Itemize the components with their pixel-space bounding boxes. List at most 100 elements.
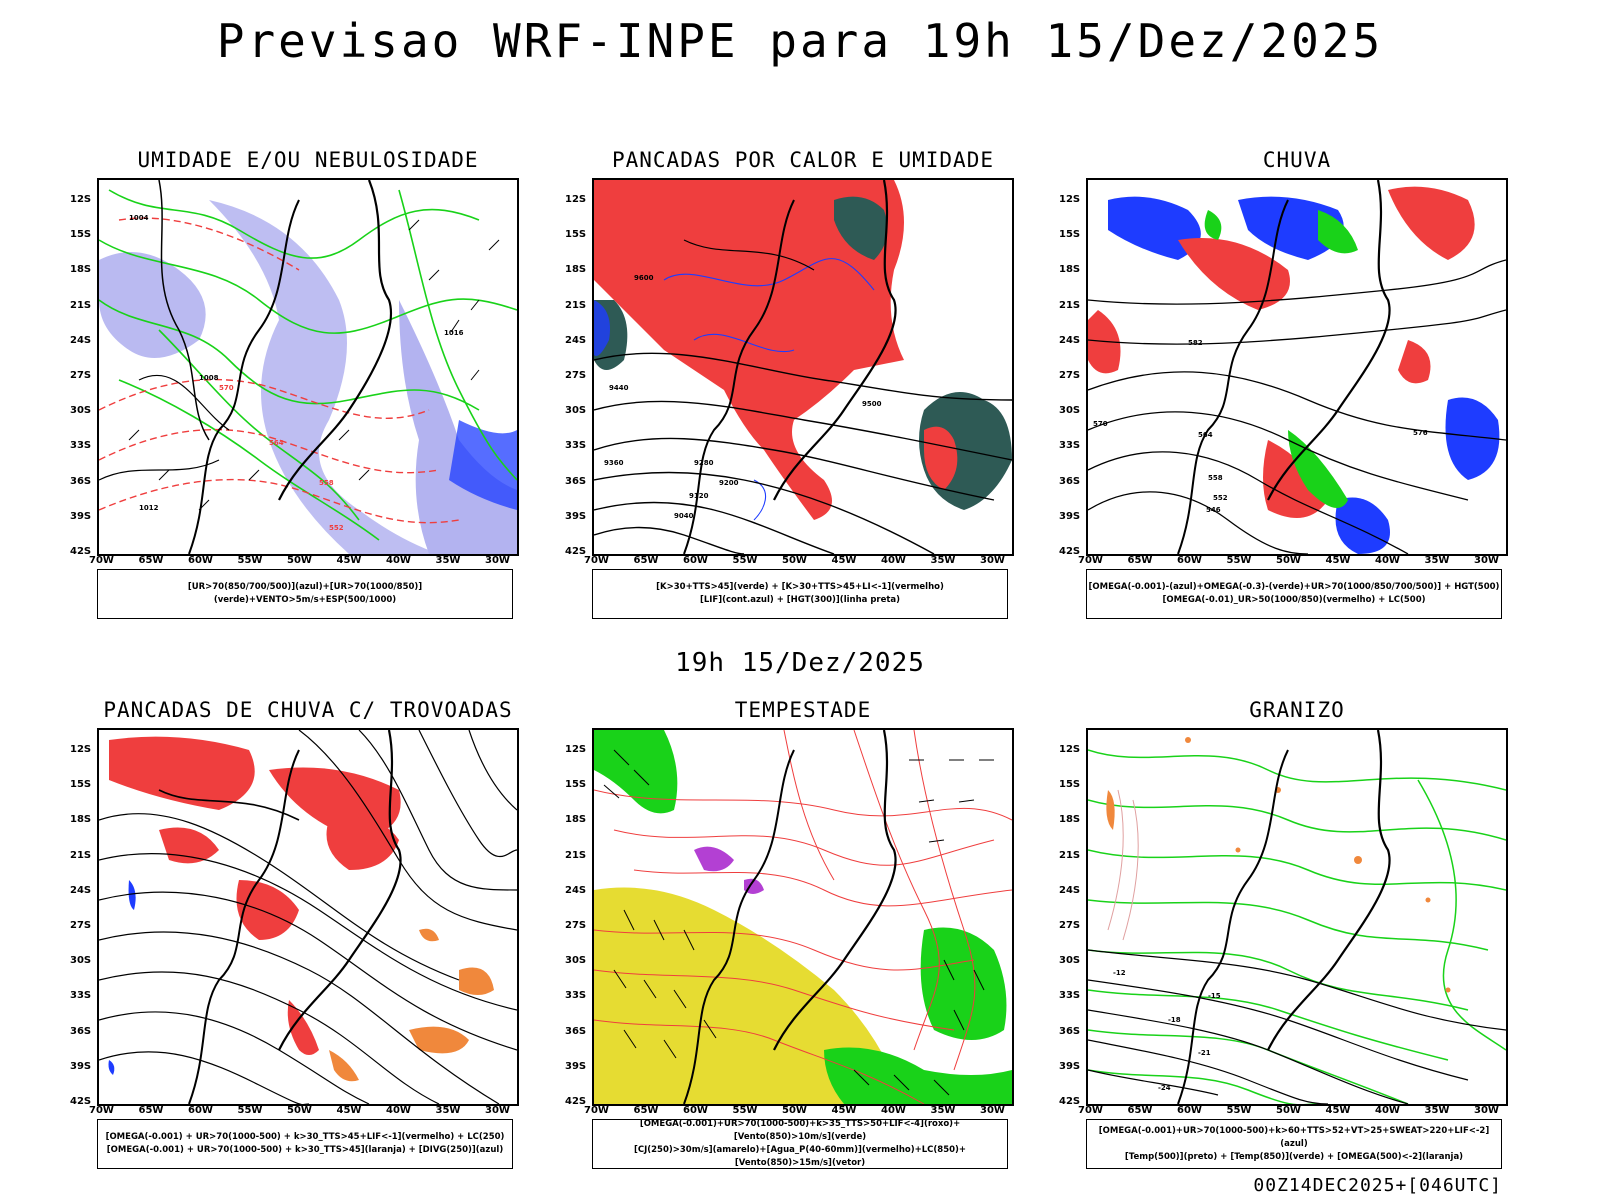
- lon-tick-label: 50W: [1276, 1105, 1301, 1116]
- lat-tick-label: 36S: [565, 1025, 587, 1037]
- lat-tick-label: 18S: [70, 814, 92, 826]
- forecast-time-label: 19h 15/Dez/2025: [675, 648, 925, 678]
- legend-line: [LIF](cont.azul) + [HGT(300)](linha pret…: [699, 595, 901, 605]
- lat-tick-label: 21S: [70, 849, 92, 861]
- lon-tick-label: 60W: [1177, 1105, 1202, 1116]
- lon-tick-label: 70W: [1078, 1105, 1103, 1116]
- lat-tick-label: 33S: [1059, 440, 1081, 452]
- legend-line: [CJ(250)>30m/s](amarelo)+[Agua_P(40-60mm…: [633, 1145, 967, 1168]
- lon-tick-label: 65W: [138, 1105, 164, 1116]
- lon-tick-label: 45W: [1325, 555, 1351, 566]
- lat-tick-label: 18S: [565, 264, 587, 276]
- contour-label: 582: [1188, 339, 1203, 347]
- lat-tick-label: 15S: [70, 779, 92, 791]
- contour-label: 9120: [689, 492, 709, 500]
- legend-line: [OMEGA(-0.001) + UR>70(1000-500) + k>30_…: [106, 1145, 504, 1155]
- main-title: Previsao WRF-INPE para 19h 15/Dez/2025: [216, 14, 1384, 68]
- lon-tick-label: 50W: [287, 555, 312, 566]
- contour-label: 9040: [674, 512, 694, 520]
- lat-tick-label: 39S: [1059, 1060, 1081, 1072]
- lon-tick-label: 35W: [930, 1105, 956, 1116]
- lon-tick-label: 70W: [584, 555, 609, 566]
- lon-tick-label: 40W: [1375, 1105, 1400, 1116]
- contour-label: -12: [1113, 969, 1126, 977]
- lat-tick-label: 33S: [70, 990, 92, 1002]
- lon-tick-label: 50W: [782, 1105, 807, 1116]
- map-chuva: 582 576 570 564 558 552 546: [1086, 178, 1508, 556]
- lat-tick-label: 33S: [565, 440, 587, 452]
- contour-label: 1004: [129, 214, 149, 222]
- contour-label: 570: [219, 384, 234, 392]
- contour-label: 9600: [634, 274, 654, 282]
- lat-tick-label: 21S: [1059, 849, 1081, 861]
- lat-tick-label: 42S: [1059, 1096, 1081, 1107]
- lat-tick-label: 12S: [70, 744, 92, 755]
- lat-tick-label: 24S: [565, 884, 587, 896]
- lon-tick-label: 40W: [1375, 555, 1400, 566]
- contour-label: 552: [329, 524, 344, 532]
- contour-label: 9500: [862, 400, 882, 408]
- lon-tick-label: 50W: [782, 555, 807, 566]
- map-chuva-svg: 582 576 570 564 558 552 546: [1088, 180, 1506, 554]
- lat-tick-label: 24S: [70, 334, 92, 346]
- lat-tick-label: 39S: [565, 510, 587, 522]
- lat-tick-label: 18S: [70, 264, 92, 276]
- lat-tick-label: 27S: [70, 370, 92, 381]
- lat-tick-label: 39S: [70, 1060, 92, 1072]
- lon-tick-label: 50W: [1276, 555, 1301, 566]
- lat-tick-label: 36S: [565, 475, 587, 487]
- lon-tick-label: 65W: [633, 555, 659, 566]
- lon-tick-label: 30W: [1474, 1105, 1499, 1116]
- lat-tick-label: 36S: [1059, 1025, 1081, 1037]
- lat-tick-label: 24S: [565, 334, 587, 346]
- contour-label: 564: [1198, 431, 1213, 439]
- lat-tick-label: 12S: [565, 194, 587, 205]
- contour-label: 570: [1093, 420, 1108, 428]
- contour-label: 558: [1208, 474, 1223, 482]
- contour-label: 9360: [604, 459, 624, 467]
- legend-chuva: [OMEGA(-0.001)-(azul)+OMEGA(-0.3)-(verde…: [1086, 569, 1502, 619]
- lon-tick-label: 35W: [930, 555, 956, 566]
- lat-tick-label: 15S: [1059, 229, 1081, 241]
- lon-tick-label: 35W: [435, 555, 461, 566]
- lat-tick-label: 42S: [1059, 546, 1081, 557]
- lat-tick-label: 36S: [70, 1025, 92, 1037]
- lat-tick-label: 15S: [70, 229, 92, 241]
- lon-tick-label: 55W: [237, 555, 263, 566]
- lat-tick-label: 12S: [565, 744, 587, 755]
- lon-tick-label: 60W: [683, 1105, 708, 1116]
- contour-label: 552: [1213, 494, 1228, 502]
- panel-title-umidade: UMIDADE E/OU NEBULOSIDADE: [137, 148, 479, 172]
- lon-tick-label: 70W: [584, 1105, 609, 1116]
- lon-tick-label: 55W: [1226, 555, 1252, 566]
- panel-title-chuva: CHUVA: [1262, 148, 1332, 172]
- lat-tick-label: 12S: [70, 194, 92, 205]
- lat-tick-label: 27S: [565, 370, 587, 381]
- lon-tick-label: 65W: [138, 555, 164, 566]
- lon-tick-label: 60W: [1177, 555, 1202, 566]
- lat-tick-label: 39S: [70, 510, 92, 522]
- legend-line: [OMEGA(-0.01)_UR>50(1000/850)(vermelho) …: [1162, 595, 1426, 605]
- lat-tick-label: 42S: [565, 546, 587, 557]
- lon-tick-label: 65W: [1127, 555, 1153, 566]
- lat-tick-label: 36S: [70, 475, 92, 487]
- contour-label: 576: [1413, 429, 1428, 437]
- lat-tick-label: 33S: [70, 440, 92, 452]
- map-pancadas-calor-svg: 9600 9440 9360 9280 9200 9120 9040 9500: [594, 180, 1012, 554]
- lat-tick-label: 12S: [1059, 744, 1081, 755]
- lon-tick-label: 30W: [485, 1105, 510, 1116]
- lat-tick-label: 24S: [1059, 884, 1081, 896]
- lat-tick-label: 42S: [565, 1096, 587, 1107]
- panel-title-trovoadas: PANCADAS DE CHUVA C/ TROVOADAS: [103, 698, 513, 722]
- lat-tick-label: 24S: [70, 884, 92, 896]
- lat-tick-label: 30S: [70, 955, 92, 967]
- lat-tick-label: 36S: [1059, 475, 1081, 487]
- lon-tick-label: 35W: [435, 1105, 461, 1116]
- lon-tick-label: 45W: [336, 1105, 362, 1116]
- lat-tick-label: 30S: [1059, 955, 1081, 967]
- contour-label: 546: [1206, 506, 1221, 514]
- contour-label: -15: [1208, 992, 1221, 1000]
- run-code: 00Z14DEC2025+[046UTC]: [1253, 1175, 1502, 1196]
- lat-tick-label: 27S: [1059, 370, 1081, 381]
- lon-tick-label: 45W: [336, 555, 362, 566]
